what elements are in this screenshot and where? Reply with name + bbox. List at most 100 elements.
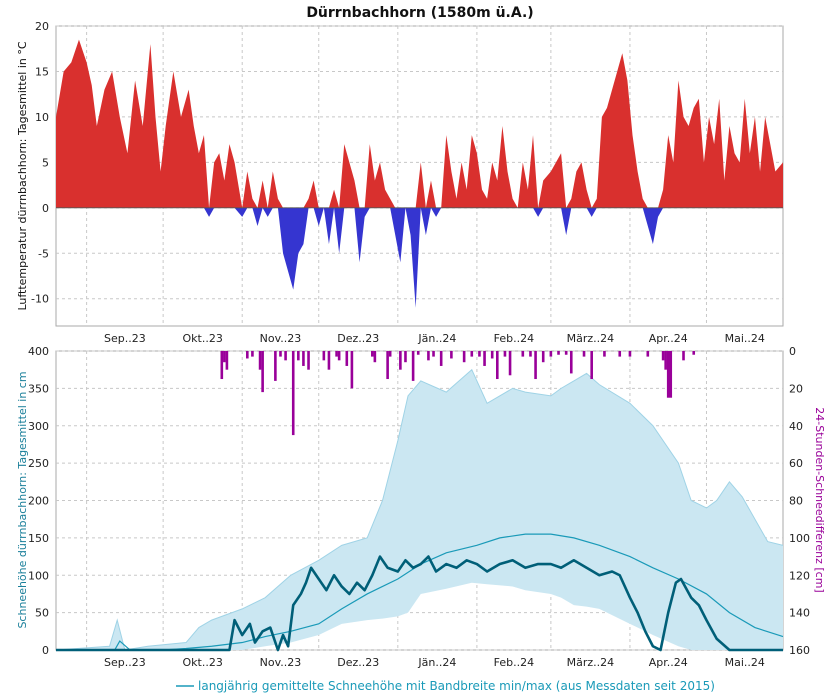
snowdiff-bar	[432, 351, 435, 357]
snowdiff-bar	[404, 351, 407, 363]
snowdiff-bar	[223, 351, 226, 363]
temperature-panel: -10 -5 0 5 10 15 20 Sep..23 Okt..23 Nov..23 Dez..…	[16, 20, 784, 345]
temperature-y-tick-label: -10	[31, 293, 49, 306]
snowdiff-bar	[462, 351, 466, 363]
snowdiff-bar	[490, 351, 494, 359]
snowdiff-bar	[529, 351, 532, 357]
snowdiff-bar	[450, 351, 453, 359]
snowdiff-bar	[483, 351, 486, 366]
snowdiff-bar	[618, 351, 622, 357]
snowdiff-bar	[307, 351, 310, 370]
snowdiff-bar	[225, 351, 229, 370]
snowdiff-bar	[337, 351, 341, 361]
snow-band-max-line	[55, 368, 784, 651]
snow-y-tick-label: 300	[28, 420, 49, 433]
snowdiff-bar	[371, 351, 374, 357]
snowdiff-y-tick-label: 40	[789, 420, 803, 433]
snow-y-ticks: 0 50 100 150 200 250 300 350 400	[28, 345, 49, 657]
temperature-x-ticks: Sep..23 Okt..23 Nov..23 Dez..23 Jän..24 Feb..…	[104, 332, 765, 345]
chart-title: Dürrnbachhorn (1580m ü.A.)	[306, 5, 533, 21]
temperature-x-tick-label: Dez..23	[337, 332, 379, 345]
snow-y-tick-label: 0	[42, 644, 49, 657]
snowdiff-bar	[261, 351, 264, 393]
snowdiff-bar	[322, 351, 326, 361]
snowdiff-bar	[291, 351, 295, 436]
snow-x-ticks: Sep..23 Okt..23 Nov..23 Dez..23 Jän..24 Feb..…	[104, 656, 765, 669]
temperature-y-axis-title: Lufttemperatur dürrnbachhorn: Tagesmitte…	[16, 41, 29, 310]
snow-panel: 0 50 100 150 200 250 300 350 400 0 20 40 60 80 100 120…	[16, 345, 826, 669]
snow-x-tick-label: März..24	[567, 656, 615, 669]
snowdiff-bar	[628, 351, 632, 357]
snowdiff-bar	[692, 351, 696, 355]
snowdiff-bar	[557, 351, 560, 355]
snowdiff-bar	[335, 351, 338, 357]
temperature-y-tick-label: 5	[42, 156, 49, 169]
snow-lines	[56, 533, 784, 652]
snow-y-tick-label: 50	[35, 607, 49, 620]
legend-label: langjährig gemittelte Schneehöhe mit Ban…	[198, 679, 715, 693]
snowdiff-bar	[666, 351, 670, 398]
snowdiff-bar	[646, 351, 650, 357]
snowdiff-bar	[274, 351, 277, 381]
temperature-x-tick-label: Nov..23	[260, 332, 302, 345]
snowdiff-bar	[350, 351, 354, 389]
snowdiff-bar	[508, 351, 512, 376]
snowdiff-bar	[373, 351, 377, 363]
snowdiff-bar	[470, 351, 474, 357]
snowdiff-bar	[246, 351, 249, 359]
snowdiff-bar	[478, 351, 481, 357]
snow-x-tick-label: Sep..23	[104, 656, 146, 669]
snowdiff-bar	[279, 351, 282, 357]
temperature-x-tick-label: Mai..24	[725, 332, 765, 345]
snowdiff-bar	[682, 351, 685, 361]
temperature-y-tick-label: 20	[35, 20, 49, 33]
snow-y-tick-label: 250	[28, 457, 49, 470]
snowdiff-bar	[590, 351, 593, 380]
snowdiff-bar	[569, 351, 573, 374]
snowdiff-bar	[386, 351, 389, 380]
legend: langjährig gemittelte Schneehöhe mit Ban…	[176, 679, 715, 693]
snow-x-tick-label: Feb..24	[494, 656, 534, 669]
snowdiff-y-tick-label: 20	[789, 382, 803, 395]
snowdiff-y-tick-label: 140	[789, 607, 810, 620]
temperature-x-tick-label: Feb..24	[494, 332, 534, 345]
snow-band	[55, 368, 784, 651]
temperature-y-tick-label: 15	[35, 65, 49, 78]
temperature-y-ticks: -10 -5 0 5 10 15 20	[31, 20, 49, 306]
snow-band-area	[56, 369, 783, 650]
snowdiff-bar	[416, 351, 420, 355]
snowdiff-bar	[661, 351, 665, 361]
snowdiff-bar	[388, 351, 392, 357]
snowdiff-bar	[503, 351, 507, 357]
temperature-x-tick-label: Okt..23	[183, 332, 223, 345]
snowdiff-bar	[541, 351, 545, 363]
snowdiff-bar	[521, 351, 525, 357]
temperature-x-tick-label: März..24	[567, 332, 615, 345]
temperature-x-tick-label: Sep..23	[104, 332, 146, 345]
snow-y-tick-label: 100	[28, 569, 49, 582]
snowdiff-y-axis-title: 24-Stunden-Schneedifferenz [cm]	[813, 407, 826, 592]
temperature-y-tick-label: 0	[42, 202, 49, 215]
snow-y-axis-title: Schneehöhe dürrnbachhorn: Tagesmittel in…	[16, 371, 29, 628]
snow-x-tick-label: Dez..23	[337, 656, 379, 669]
snowdiff-bar	[302, 351, 305, 366]
snowdiff-y-tick-label: 160	[789, 644, 810, 657]
snow-y-tick-label: 200	[28, 495, 49, 508]
snowdiff-bar	[220, 351, 224, 380]
temperature-negative-area	[56, 207, 783, 308]
snow-y-tick-label: 400	[28, 345, 49, 358]
snowdiff-bar	[564, 351, 568, 355]
snowdiff-bar	[496, 351, 499, 380]
temperature-positive-area	[56, 39, 783, 208]
snowdiff-bar	[664, 351, 667, 370]
snowdiff-bar	[534, 351, 537, 380]
snowdiff-bar	[549, 351, 553, 357]
snowdiff-y-ticks: 0 20 40 60 80 100 120 140 160	[789, 345, 810, 657]
snowdiff-bar	[582, 351, 586, 357]
snowdiff-bar	[399, 351, 402, 370]
temperature-y-tick-label: -5	[38, 247, 49, 260]
snowdiff-y-tick-label: 120	[789, 569, 810, 582]
temperature-x-tick-label: Jän..24	[417, 332, 456, 345]
snowdiff-bar	[439, 351, 443, 366]
